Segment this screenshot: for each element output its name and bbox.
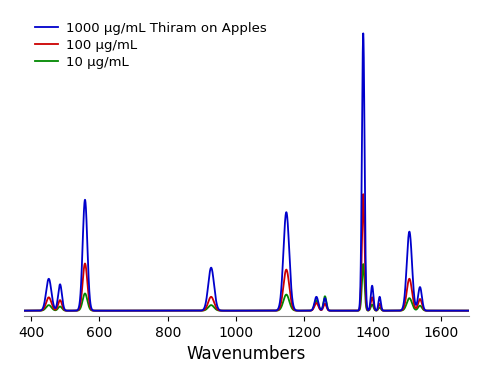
100 μg/mL <box>374 307 380 312</box>
Line: 10 μg/mL: 10 μg/mL <box>24 264 469 311</box>
10 μg/mL <box>182 308 188 313</box>
Line: 100 μg/mL: 100 μg/mL <box>24 194 469 311</box>
10 μg/mL <box>351 308 356 313</box>
100 μg/mL <box>43 299 49 304</box>
X-axis label: Wavenumbers: Wavenumbers <box>186 346 306 363</box>
10 μg/mL <box>374 308 380 312</box>
Line: 1000 μg/mL Thiram on Apples: 1000 μg/mL Thiram on Apples <box>24 33 469 311</box>
100 μg/mL <box>21 308 27 313</box>
100 μg/mL <box>360 192 366 196</box>
1000 μg/mL Thiram on Apples <box>466 308 471 313</box>
100 μg/mL <box>466 308 471 313</box>
1000 μg/mL Thiram on Apples <box>374 306 380 311</box>
10 μg/mL <box>21 308 27 313</box>
10 μg/mL <box>43 305 49 309</box>
1000 μg/mL Thiram on Apples <box>43 286 49 291</box>
100 μg/mL <box>304 308 310 313</box>
1000 μg/mL Thiram on Apples <box>351 308 356 313</box>
100 μg/mL <box>284 269 290 273</box>
Legend: 1000 μg/mL Thiram on Apples, 100 μg/mL, 10 μg/mL: 1000 μg/mL Thiram on Apples, 100 μg/mL, … <box>31 18 271 73</box>
100 μg/mL <box>138 308 144 313</box>
1000 μg/mL Thiram on Apples <box>284 214 290 218</box>
1000 μg/mL Thiram on Apples <box>182 308 188 313</box>
10 μg/mL <box>284 293 290 298</box>
1000 μg/mL Thiram on Apples <box>138 308 144 313</box>
100 μg/mL <box>182 308 188 313</box>
1000 μg/mL Thiram on Apples <box>360 31 366 36</box>
10 μg/mL <box>466 308 471 313</box>
10 μg/mL <box>360 262 366 266</box>
10 μg/mL <box>138 308 144 313</box>
1000 μg/mL Thiram on Apples <box>21 308 27 313</box>
10 μg/mL <box>304 308 310 313</box>
1000 μg/mL Thiram on Apples <box>304 308 310 313</box>
100 μg/mL <box>351 308 356 313</box>
